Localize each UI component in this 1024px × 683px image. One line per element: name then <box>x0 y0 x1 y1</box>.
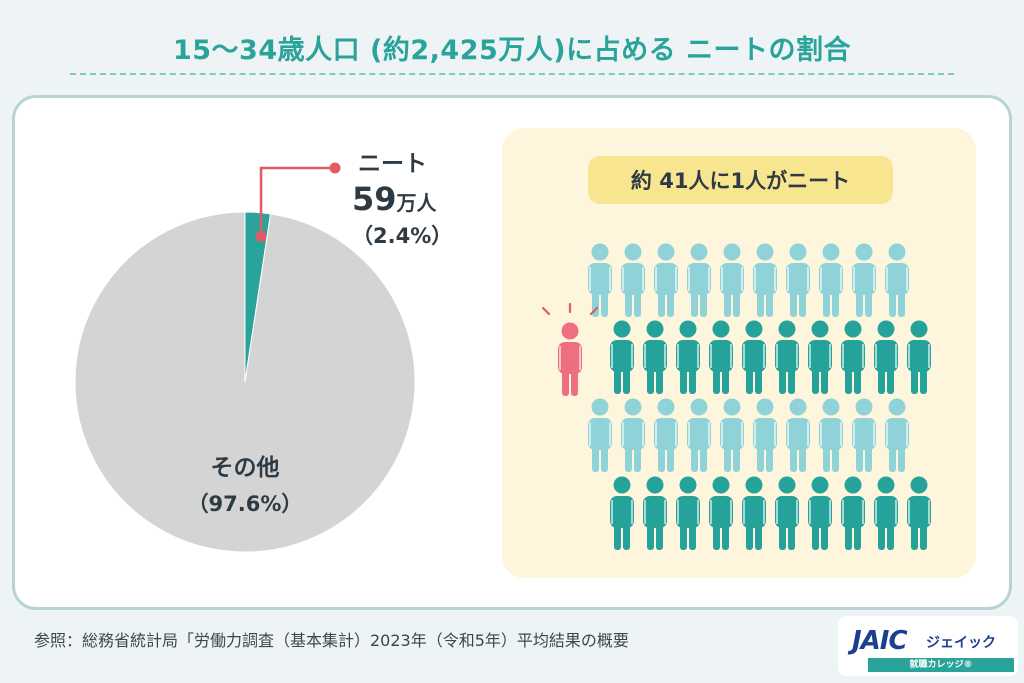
person-icon <box>720 398 744 472</box>
person-icon <box>874 476 898 550</box>
person-icon <box>643 320 667 394</box>
person-icon <box>819 243 843 317</box>
pie-slice-other <box>74 211 416 553</box>
person-icon <box>775 320 799 394</box>
person-icon <box>687 398 711 472</box>
person-icon <box>709 320 733 394</box>
neet-pointer-line <box>259 166 335 237</box>
person-icon <box>874 320 898 394</box>
brand-logo[interactable]: JAIC ジェイック 就職カレッジ® <box>838 616 1018 676</box>
neet-value-unit: 万人 <box>396 191 437 215</box>
person-icon <box>885 398 909 472</box>
person-icon <box>687 243 711 317</box>
person-icon <box>742 476 766 550</box>
person-icon <box>841 320 865 394</box>
person-icon <box>808 320 832 394</box>
neet-value-number: 59 <box>352 180 397 218</box>
neet-label-name: ニート <box>358 151 427 177</box>
person-icon <box>786 243 810 317</box>
person-icon <box>621 398 645 472</box>
other-annotation: その他 （97.6%） <box>150 448 340 518</box>
logo-kana: ジェイック <box>926 635 996 651</box>
neet-annotation: ニート 59万人 （2.4%） <box>352 144 462 250</box>
neet-label-value: 59万人 <box>352 180 462 218</box>
other-label-name: その他 <box>210 455 280 481</box>
person-icon <box>753 243 777 317</box>
person-icon <box>676 320 700 394</box>
person-icon <box>753 398 777 472</box>
person-icon <box>852 243 876 317</box>
person-icon <box>643 476 667 550</box>
person-icon <box>720 243 744 317</box>
person-icon <box>819 398 843 472</box>
person-icon <box>742 320 766 394</box>
logo-brand: JAIC <box>852 626 908 656</box>
person-icon <box>907 320 931 394</box>
person-icon <box>588 398 612 472</box>
person-icon <box>588 243 612 317</box>
neet-label-percent: （2.4%） <box>352 224 453 248</box>
title-divider <box>70 73 954 75</box>
person-icon <box>786 398 810 472</box>
person-icon <box>885 243 909 317</box>
person-icon <box>907 476 931 550</box>
alert-spark-icon <box>541 302 599 316</box>
source-note: 参照：総務省統計局「労働力調査（基本集計）2023年（令和5年）平均結果の概要 <box>34 631 629 650</box>
chart-title: 15〜34歳人口 (約2,425万人)に占める ニートの割合 <box>172 35 852 66</box>
neet-pointer-dot <box>255 230 267 242</box>
neet-pointer-end-dot <box>329 162 341 174</box>
other-label-percent: （97.6%） <box>187 492 303 516</box>
person-icon <box>610 320 634 394</box>
pictogram-headline: 約 41人に1人がニート <box>588 156 893 204</box>
highlighted-person-icon <box>558 322 582 396</box>
person-icon <box>676 476 700 550</box>
person-icon <box>621 243 645 317</box>
person-icon <box>808 476 832 550</box>
person-icon <box>709 476 733 550</box>
person-icon <box>841 476 865 550</box>
person-icon <box>654 243 678 317</box>
person-icon <box>610 476 634 550</box>
person-icon <box>654 398 678 472</box>
logo-tagline: 就職カレッジ® <box>868 658 1014 672</box>
person-icon <box>852 398 876 472</box>
person-icon <box>775 476 799 550</box>
